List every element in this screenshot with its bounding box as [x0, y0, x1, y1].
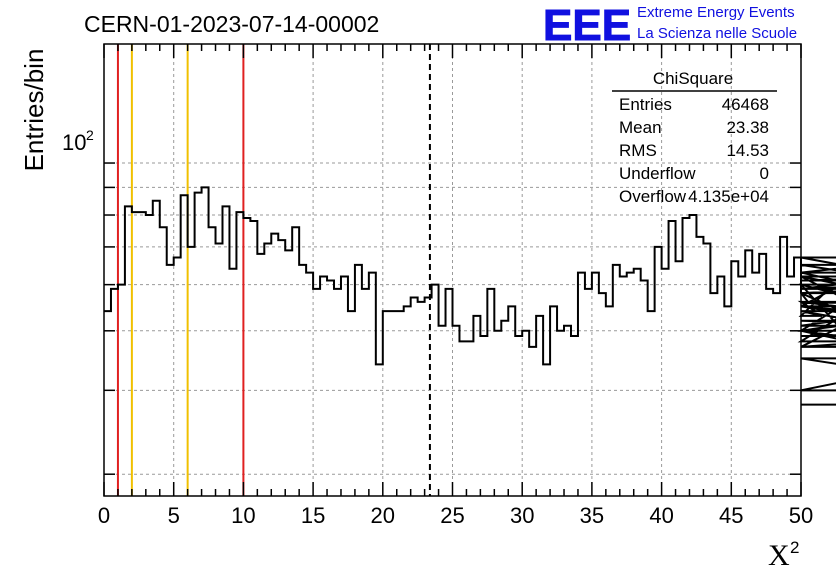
stats-box: ChiSquare Entries 46468 Mean 23.38 RMS 14.53 U… — [612, 69, 777, 206]
x-axis-label-sup: 2 — [790, 538, 799, 557]
histogram-series — [104, 186, 836, 406]
y-tick-label-exp: 2 — [86, 127, 94, 143]
y-tick-label: 10 — [62, 130, 86, 155]
stats-value: 0 — [760, 164, 769, 183]
marker-lines — [116, 44, 431, 496]
eee-logo-line2: La Scienza nelle Scuole — [637, 25, 797, 42]
stats-label: Mean — [619, 118, 662, 137]
x-tick-label: 0 — [98, 503, 110, 528]
y-tick-labels: 10 2 — [62, 127, 94, 155]
y-axis-label: Entries/bin — [19, 49, 49, 172]
x-tick-labels: 0 5 10 15 20 25 30 35 40 45 50 — [98, 503, 813, 528]
chart-title: CERN-01-2023-07-14-00002 — [84, 11, 379, 37]
stats-value: 14.53 — [726, 141, 769, 160]
stats-label: Underflow — [619, 164, 696, 183]
stats-label: Overflow — [619, 187, 687, 206]
x-tick-label: 20 — [371, 503, 395, 528]
x-tick-label: 50 — [789, 503, 813, 528]
stats-title: ChiSquare — [653, 69, 733, 88]
stats-label: RMS — [619, 141, 657, 160]
eee-logo: EEE Extreme Energy Events La Scienza nel… — [543, 1, 798, 51]
stats-value: 46468 — [722, 95, 769, 114]
stats-value: 23.38 — [726, 118, 769, 137]
x-tick-label: 25 — [440, 503, 464, 528]
x-tick-label: 30 — [510, 503, 534, 528]
eee-logo-line1: Extreme Energy Events — [637, 4, 795, 21]
stats-value: 4.135e+04 — [688, 187, 769, 206]
x-tick-label: 5 — [168, 503, 180, 528]
x-tick-label: 10 — [231, 503, 255, 528]
axis-ticks — [103, 44, 802, 496]
stats-label: Entries — [619, 95, 672, 114]
grid-lines — [104, 44, 801, 496]
x-axis-label: X 2 — [768, 538, 799, 572]
x-tick-label: 35 — [580, 503, 604, 528]
x-tick-label: 45 — [719, 503, 743, 528]
x-tick-label: 40 — [649, 503, 673, 528]
x-axis-label-text: X — [768, 539, 790, 572]
x-tick-label: 15 — [301, 503, 325, 528]
eee-logo-mark: EEE — [543, 1, 631, 50]
